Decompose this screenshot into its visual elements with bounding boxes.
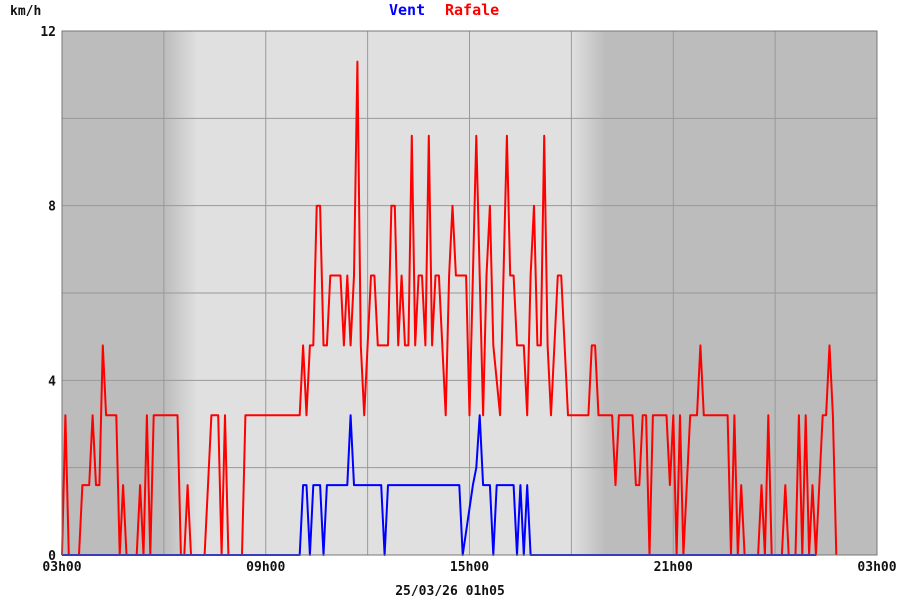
y-axis-ticks: 0 4 8 12: [40, 25, 56, 564]
y-tick-label: 12: [40, 25, 56, 40]
plot-frame: [61, 30, 878, 556]
x-axis-ticks: 03h00 09h00 15h00 21h00 03h00: [42, 560, 896, 575]
timestamp: 25/03/26 01h05: [395, 584, 505, 599]
y-tick-label: 0: [48, 549, 56, 564]
x-tick-label: 03h00: [857, 560, 896, 575]
legend-vent: Vent: [389, 1, 425, 19]
x-tick-label: 09h00: [246, 560, 285, 575]
x-tick-label: 15h00: [450, 560, 489, 575]
y-unit-label: km/h: [10, 4, 41, 19]
legend-rafale: Rafale: [445, 1, 499, 19]
y-tick-label: 4: [48, 374, 56, 389]
x-tick-label: 03h00: [42, 560, 81, 575]
x-tick-label: 21h00: [654, 560, 693, 575]
y-tick-label: 8: [48, 200, 56, 215]
